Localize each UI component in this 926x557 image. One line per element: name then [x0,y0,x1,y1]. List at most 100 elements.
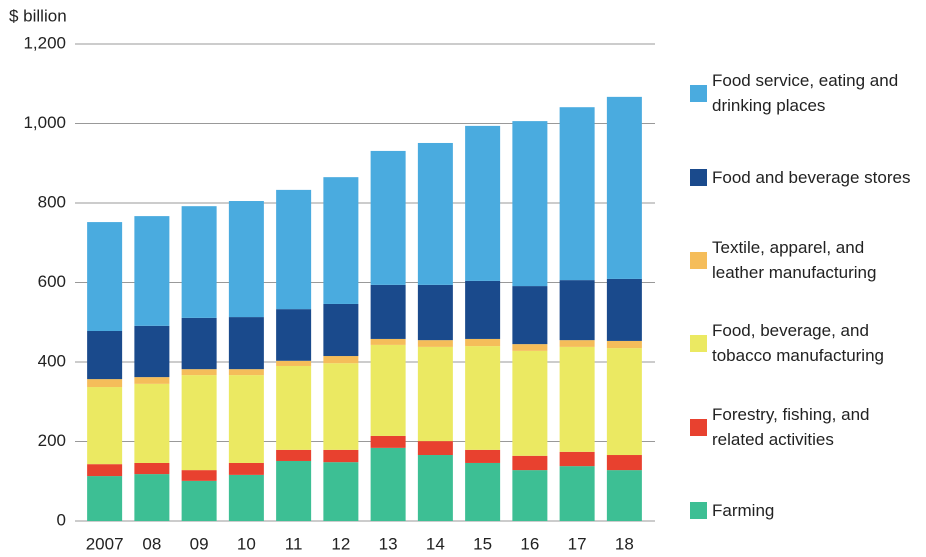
bar-segment [276,309,312,361]
x-tick-label: 18 [615,534,634,553]
bar-segment [417,284,453,341]
bar-segment [323,462,359,521]
legend-swatch [690,501,707,519]
bar-segment [465,280,501,339]
bar-segment [465,462,501,521]
x-tick-label: 17 [568,534,587,553]
bar-segment [370,435,406,448]
x-tick-label: 15 [473,534,492,553]
bar-segment [323,449,359,463]
legend-item: Farming [690,485,920,535]
legend-item: Food service, eating and drinking places [690,68,920,118]
bar-segment [228,474,264,521]
legend-label: Textile, apparel, and leather manufactur… [712,238,877,282]
y-tick-label: 1,200 [23,33,66,52]
bar-segment [417,346,453,442]
bar-segment [417,340,453,347]
bar-segment [134,474,170,521]
bar-segment [134,383,170,463]
legend-item: Forestry, fishing, and related activitie… [690,402,920,452]
bar-segment [276,449,312,461]
bar-segment [181,317,217,370]
legend-item: Food and beverage stores [690,152,920,202]
bar-segment [276,189,312,310]
bar-segment [559,451,595,467]
x-tick-label: 13 [379,534,398,553]
bar-segment [87,464,123,477]
bar-segment [228,201,264,318]
bar-segment [228,369,264,376]
bar-segment [512,470,548,521]
bar-segment [181,375,217,471]
bar-segment [370,284,406,339]
bar-segment [134,216,170,326]
legend-swatch [690,418,707,436]
bar-segment [417,455,453,521]
bar-segment [134,377,170,384]
legend-swatch [690,251,707,269]
legend-swatch [690,334,707,352]
bar-segment [606,470,642,521]
bar-segment [465,449,501,463]
bar-segment [559,107,595,281]
bar-segment [417,441,453,456]
y-tick-label: 200 [38,431,66,450]
legend-swatch [690,168,707,186]
y-tick-label: 800 [38,192,66,211]
bar-segment [465,346,501,450]
bar-segment [87,387,123,465]
y-tick-label: 400 [38,351,66,370]
x-tick-label: 2007 [86,534,124,553]
bar-segment [559,466,595,521]
x-tick-label: 11 [285,534,303,553]
legend-label: Forestry, fishing, and related activitie… [712,405,870,449]
bar-segment [87,379,123,388]
bar-segment [512,455,548,471]
bar-segment [559,346,595,452]
bar-segment [181,480,217,521]
bar-segment [276,365,312,450]
bar-segment [276,360,312,366]
bar-segment [559,280,595,341]
x-tick-label: 08 [142,534,161,553]
bar-segment [87,222,123,331]
bar-segment [465,338,501,347]
bar-segment [181,470,217,481]
bar-segment [512,350,548,456]
bar-segment [370,150,406,285]
bar-segment [370,447,406,521]
bar-segment [87,330,123,380]
bar-segment [87,476,123,521]
bar-segment [606,278,642,341]
bar-segment [559,340,595,347]
legend-label: Farming [712,500,775,520]
y-tick-label: 600 [38,272,66,291]
bar-segment [276,460,312,521]
bar-segment [228,375,264,463]
bar-segment [512,286,548,345]
x-tick-label: 14 [426,534,445,553]
bar-segment [465,125,501,281]
bar-segment [323,303,359,357]
bar-segment [181,206,217,318]
legend-item: Food, beverage, and tobacco manufacturin… [690,318,920,368]
legend-item: Textile, apparel, and leather manufactur… [690,235,920,285]
bar-segment [323,356,359,364]
bar-segment [417,142,453,285]
bar-segment [606,340,642,349]
bar-segment [606,348,642,456]
legend-label: Food and beverage stores [712,167,911,187]
bar-segment [512,121,548,287]
bar-segment [134,325,170,378]
y-tick-label: 1,000 [23,113,66,132]
bar-segment [606,455,642,471]
bar-segment [228,462,264,475]
y-axis-label: $ billion [9,6,67,25]
bar-segment [323,177,359,304]
legend-label: Food service, eating and drinking places [712,71,899,115]
bar-segment [606,96,642,279]
x-tick-label: 09 [190,534,209,553]
bar-segment [181,369,217,376]
